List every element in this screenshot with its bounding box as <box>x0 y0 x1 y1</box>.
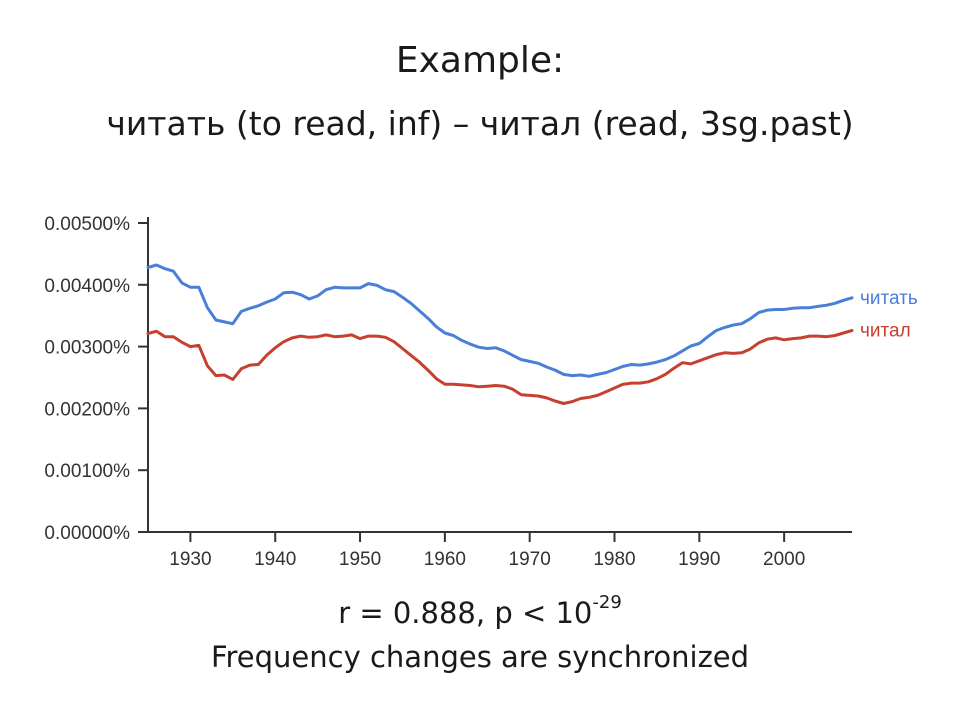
series-layer <box>146 263 854 405</box>
stats-exponent: -29 <box>592 592 622 614</box>
y-tick-label: 0.00200% <box>44 399 130 420</box>
slide-title: Example: <box>395 40 565 81</box>
y-axis: 0.00000% 0.00100% 0.00200% 0.00300% 0.00400%… <box>44 214 149 544</box>
slide-caption: Frequency changes are synchronized <box>210 640 750 674</box>
frequency-line-chart: 0.00000% 0.00100% 0.00200% 0.00300% 0.00400%… <box>44 214 918 570</box>
x-tick-label: 1930 <box>169 549 211 570</box>
x-tick-label: 1970 <box>509 549 551 570</box>
series-label-2: читал <box>860 321 911 342</box>
y-tick-label: 0.00100% <box>44 461 130 482</box>
legend: читать читал <box>860 288 918 342</box>
x-tick-label: 2000 <box>763 549 805 570</box>
stats-text: r = 0.888, p < 10 <box>338 596 593 630</box>
series-line-1 <box>146 263 854 378</box>
x-axis: 1930 1940 1950 1960 1970 1980 1990 2000 <box>148 531 852 570</box>
y-tick-label: 0.00400% <box>44 276 130 297</box>
y-tick-label: 0.00000% <box>44 523 130 544</box>
x-tick-label: 1990 <box>678 549 720 570</box>
x-tick-label: 1980 <box>593 549 635 570</box>
x-tick-label: 1950 <box>339 549 381 570</box>
x-tick-label: 1960 <box>424 549 466 570</box>
y-tick-label: 0.00300% <box>44 338 130 359</box>
y-tick-label: 0.00500% <box>44 214 130 235</box>
series-label-1: читать <box>860 288 918 309</box>
x-tick-label: 1940 <box>254 549 296 570</box>
slide-subtitle: читать (to read, inf) – читал (read, 3sg… <box>106 104 854 143</box>
series-line-2 <box>146 329 854 405</box>
correlation-stats: r = 0.888, p < 10-29 <box>0 592 960 630</box>
